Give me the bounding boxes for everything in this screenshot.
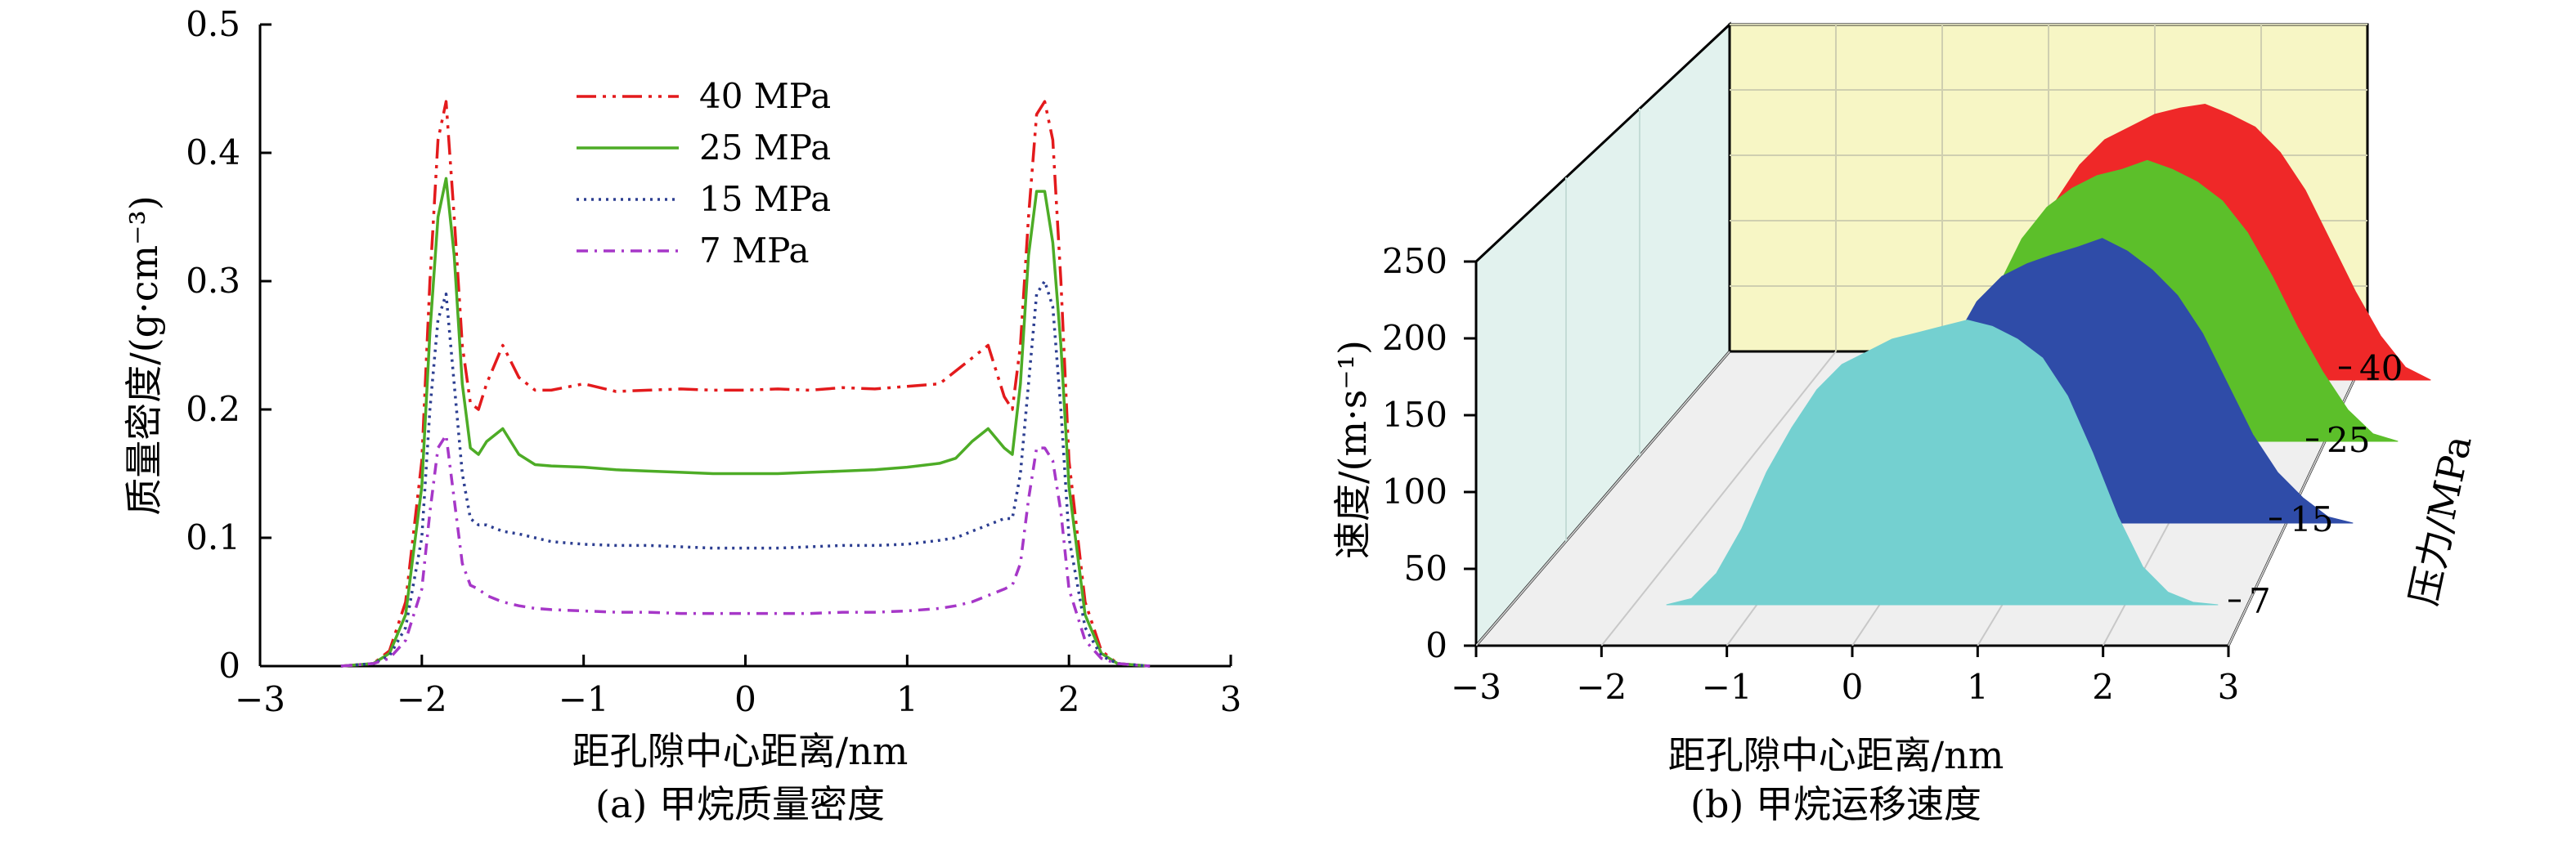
velocity-chart-ticks: −3 −2 −1 0 1 2 3 0 50 100 150 200 250 7 15 25 40 (1382, 241, 2403, 707)
velocity-x-tick-label: −2 (1576, 667, 1627, 707)
density-series-line-3 (340, 433, 1151, 668)
density-chart-x-tick-label: −2 (397, 679, 447, 719)
velocity-chart-y-axis-label: 速度/(m·s⁻¹) (1331, 340, 1375, 559)
velocity-chart-z-axis-label: 压力/MPa (2401, 432, 2480, 610)
density-chart-y-tick-label: 0.1 (186, 517, 240, 557)
velocity-y-tick-label: 250 (1382, 241, 1447, 281)
density-chart-ticks: −3 −2 −1 0 1 2 3 0 0.1 0.2 0.3 0.4 0.5 (186, 4, 1241, 719)
velocity-3d-chart: −3 −2 −1 0 1 2 3 0 50 100 150 200 250 7 15 25 40 距孔隙中心距离… (1331, 21, 2480, 826)
density-chart-y-tick-label: 0.2 (186, 389, 240, 429)
velocity-y-tick-label: 0 (1425, 625, 1447, 665)
density-chart: −3 −2 −1 0 1 2 3 0 0.1 0.2 0.3 0.4 0.5 40 MPa 25 MPa 1… (122, 4, 1241, 826)
velocity-chart-series (1666, 103, 2431, 606)
velocity-y-tick-label: 50 (1404, 548, 1447, 588)
velocity-z-tick-label: 7 (2249, 581, 2271, 621)
density-chart-y-tick-label: 0 (218, 646, 240, 686)
legend-label-2: 15 MPa (699, 179, 831, 219)
density-chart-legend: 40 MPa 25 MPa 15 MPa 7 MPa (577, 76, 831, 271)
density-chart-x-axis-label: 距孔隙中心距离/nm (572, 729, 909, 773)
density-chart-y-tick-label: 0.3 (186, 261, 240, 301)
density-chart-caption: (a) 甲烷质量密度 (595, 782, 885, 826)
density-chart-x-tick-label: 2 (1058, 679, 1080, 719)
density-chart-y-axis-label: 质量密度/(g·cm⁻³) (122, 195, 166, 516)
velocity-x-tick-label: −3 (1451, 667, 1501, 707)
legend-label-0: 40 MPa (699, 76, 831, 116)
velocity-chart-caption: (b) 甲烷运移速度 (1690, 782, 1981, 826)
velocity-chart-x-axis-label: 距孔隙中心距离/nm (1668, 733, 2004, 777)
density-chart-x-tick-label: 1 (896, 679, 918, 719)
grid-line (1475, 351, 1730, 646)
density-chart-x-tick-label: −1 (559, 679, 609, 719)
velocity-z-tick-label: 25 (2327, 420, 2370, 460)
legend-label-3: 7 MPa (699, 230, 810, 271)
density-chart-x-tick-label: 0 (734, 679, 756, 719)
velocity-z-tick-label: 15 (2290, 499, 2333, 539)
density-chart-x-tick-label: 3 (1220, 679, 1242, 719)
velocity-x-tick-label: −1 (1702, 667, 1752, 707)
velocity-y-tick-label: 100 (1382, 472, 1447, 512)
velocity-x-tick-label: 2 (2092, 667, 2114, 707)
velocity-z-tick-label: 40 (2359, 348, 2403, 388)
velocity-y-tick-label: 150 (1382, 395, 1447, 435)
density-chart-x-tick-label: −3 (235, 679, 285, 719)
velocity-x-tick-label: 1 (1967, 667, 1989, 707)
density-chart-axes (258, 25, 1231, 668)
velocity-y-tick-label: 200 (1382, 318, 1447, 358)
velocity-area-3 (1666, 320, 2219, 606)
velocity-x-tick-label: 3 (2218, 667, 2240, 707)
density-series-line-1 (340, 177, 1151, 668)
density-chart-y-tick-label: 0.5 (186, 4, 240, 44)
grid-line (1600, 351, 1837, 646)
density-chart-series (340, 100, 1151, 668)
velocity-x-tick-label: 0 (1842, 667, 1864, 707)
legend-label-1: 25 MPa (699, 127, 831, 168)
density-series-line-2 (340, 280, 1151, 668)
density-series-line-0 (340, 100, 1151, 668)
density-chart-y-tick-label: 0.4 (186, 132, 240, 172)
